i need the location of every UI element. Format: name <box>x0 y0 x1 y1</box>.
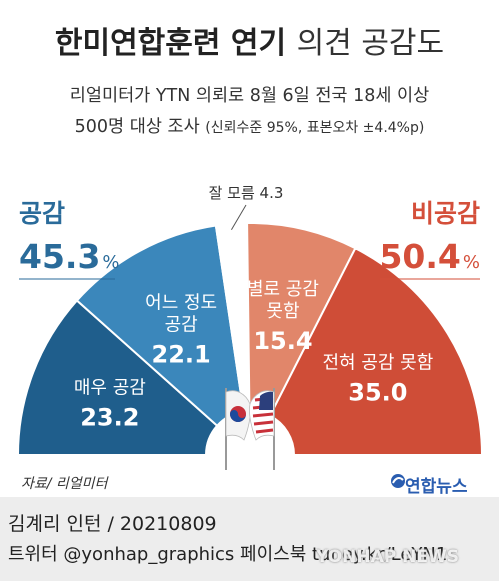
half-donut-chart: 공감 45.3 % 비공감 50.4% 매우 공감 23.2 어느 정도 공감 22.1 잘 모름… <box>16 184 484 470</box>
slice-label-2: 잘 모름 4.3 <box>209 184 284 202</box>
subtitle-line2: 500명 대상 조사 (신뢰수준 95%, 표본오차 ±4.4%p) <box>0 113 499 138</box>
slice-name-4: 전혀 공감 못함 <box>322 353 433 374</box>
leader-line <box>231 204 247 230</box>
group-total-1: 50.4% <box>379 237 480 276</box>
subtitle-main: 500명 대상 조사 <box>74 117 200 137</box>
title-bold: 한미연합훈련 연기 <box>54 26 287 61</box>
subtitle-note: (신뢰수준 95%, 표본오차 ±4.4%p) <box>205 120 425 136</box>
flags-group <box>225 388 275 470</box>
group-total-0: 45.3% <box>19 237 120 276</box>
subtitle-line1: 리얼미터가 YTN 의뢰로 8월 6일 전국 18세 이상 <box>69 86 430 106</box>
slice-value-0: 23.2 <box>80 404 139 432</box>
slice-0 <box>16 299 219 456</box>
group-label-0: 공감 <box>19 199 65 228</box>
chart-title: 한미연합훈련 연기 의견 공감도 <box>0 18 499 62</box>
south-korea-flag-icon <box>225 388 251 470</box>
byline: 김계리 인턴 / 20210809 <box>8 513 217 535</box>
slice-name-3: 별로 공감 못함 <box>247 279 319 322</box>
us-flag-icon <box>249 388 275 470</box>
slice-value-1: 22.1 <box>152 340 211 368</box>
source-label: 자료/ 리얼미터 <box>21 476 108 492</box>
slice-name-0: 매우 공감 <box>74 378 146 399</box>
slice-4 <box>268 246 484 456</box>
slice-name-1: 어느 정도 공감 <box>145 292 217 335</box>
title-thin: 의견 공감도 <box>296 26 445 61</box>
yonhap-logo-icon <box>391 474 405 488</box>
slice-value-4: 35.0 <box>348 379 407 407</box>
slice-value-3: 15.4 <box>253 327 312 355</box>
logo-text: 연합뉴스 <box>405 477 468 497</box>
watermark: YONHAP NEWS <box>316 547 459 567</box>
group-label-1: 비공감 <box>411 199 480 228</box>
social-links: 트위터 @yonhap_graphics 페이스북 tuney.kr/LeYN1 <box>8 544 448 565</box>
footer-bar <box>0 497 499 581</box>
